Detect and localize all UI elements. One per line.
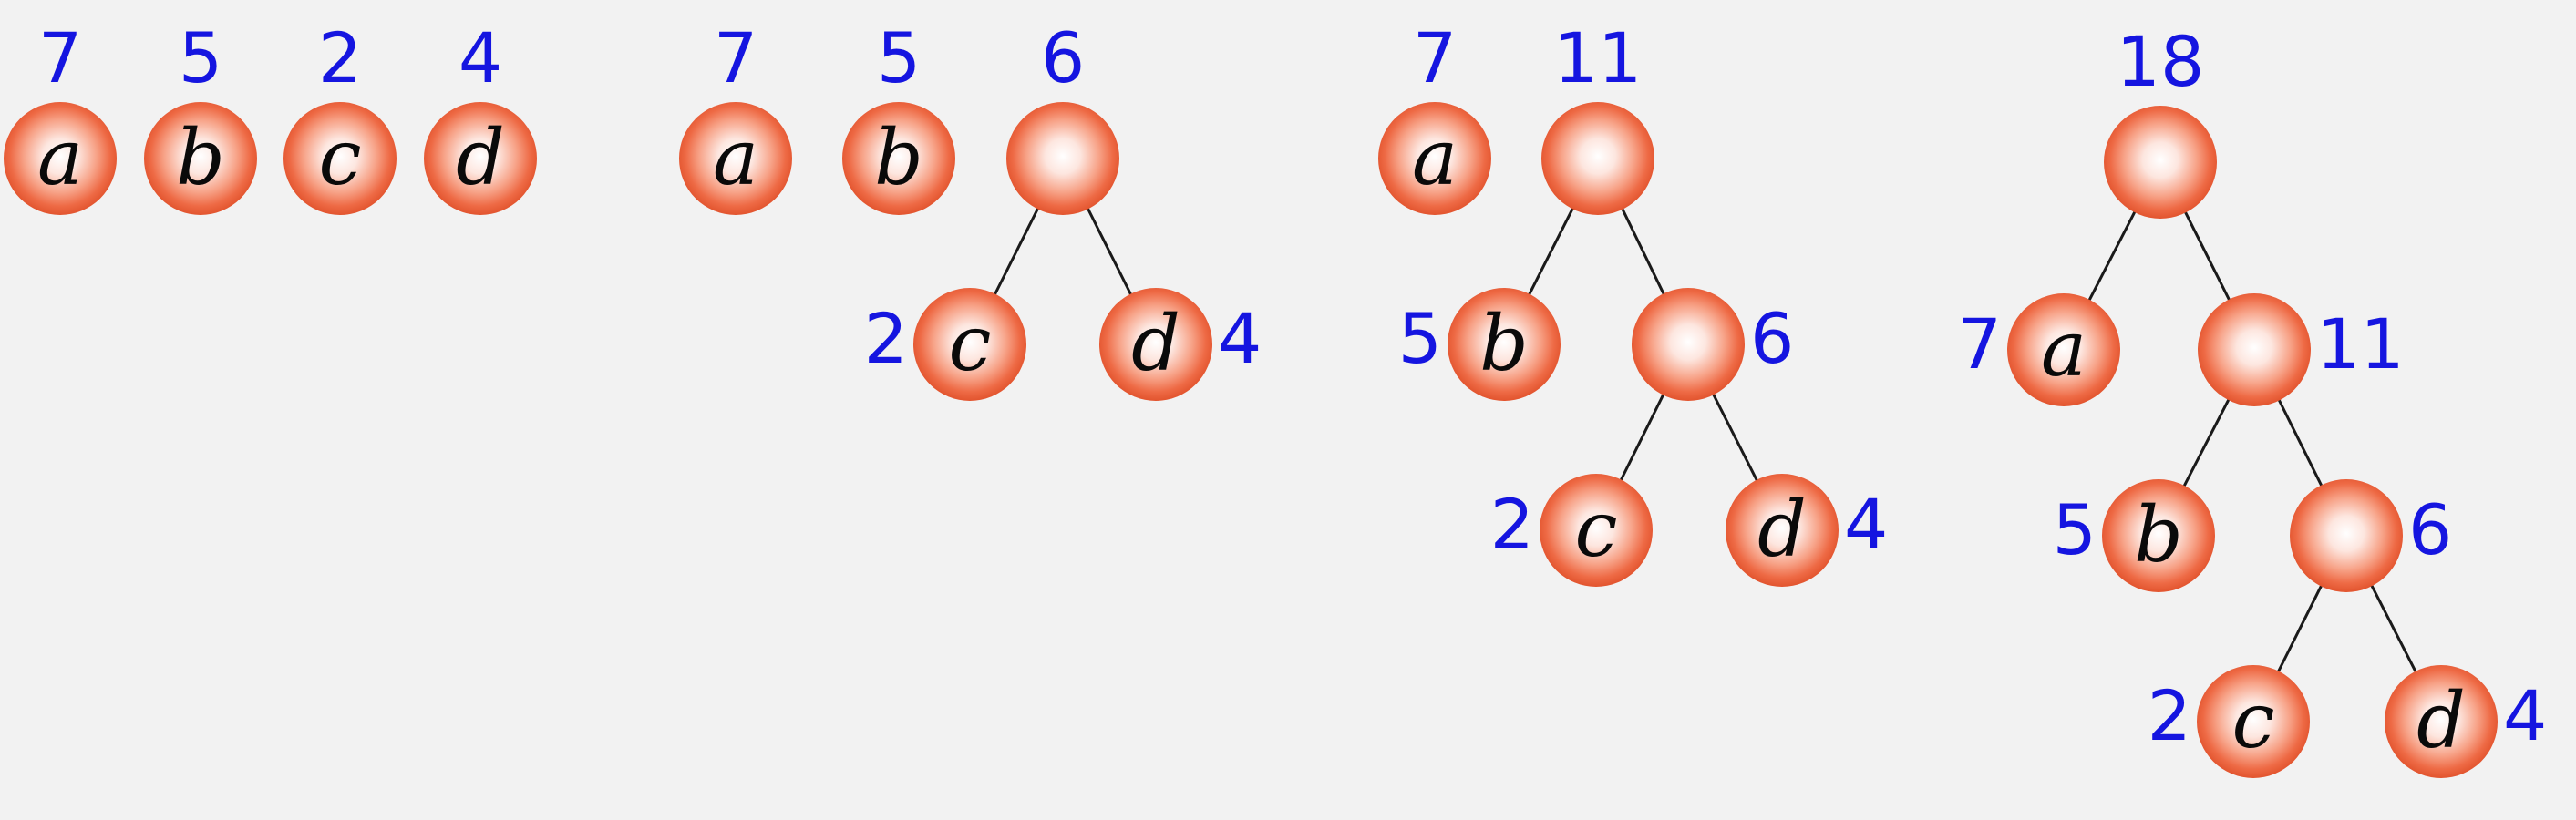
node-weight-label: 4 <box>1218 298 1262 379</box>
tree-node-stage1-c: c2 <box>283 17 397 215</box>
node-circle <box>842 102 955 215</box>
node-symbol: b <box>2134 490 2183 579</box>
node-circle <box>1541 102 1654 215</box>
node-circle <box>1378 102 1491 215</box>
node-weight-label: 6 <box>1750 298 1794 379</box>
node-symbol: a <box>2041 304 2087 394</box>
node-circle <box>283 102 397 215</box>
node-symbol: b <box>874 113 923 202</box>
tree-node-stage3-a: a7 <box>1378 17 1491 215</box>
node-weight-label: 5 <box>1398 298 1442 379</box>
node-symbol: d <box>1131 299 1180 388</box>
node-circle <box>2197 665 2310 778</box>
tree-node-stage4-root: 18 <box>2104 21 2217 219</box>
node-circle <box>1632 288 1745 401</box>
tree-node-stage1-d: d4 <box>424 17 537 215</box>
node-weight-label: 2 <box>318 17 362 98</box>
node-symbol: d <box>1757 485 1807 574</box>
tree-edge-stage2-cd-d <box>1085 205 1134 298</box>
node-circle <box>2198 293 2311 406</box>
node-weight-label: 4 <box>1844 484 1888 565</box>
tree-node-stage3-bcd: 11 <box>1541 17 1654 215</box>
tree-edge-stage4-bcd-b <box>2181 395 2231 490</box>
tree-node-stage2-c: c2 <box>864 288 1026 401</box>
node-circle <box>1540 474 1653 587</box>
node-weight-label: 6 <box>2408 489 2452 570</box>
tree-node-stage4-a: a7 <box>1958 293 2120 406</box>
node-weight-label: 7 <box>1413 17 1457 98</box>
node-circle <box>2104 106 2217 219</box>
tree-node-stage2-b: b5 <box>842 17 955 215</box>
node-symbol: d <box>456 113 505 202</box>
node-circle <box>1006 102 1119 215</box>
node-symbol: d <box>2416 676 2466 765</box>
node-symbol: c <box>2231 676 2274 765</box>
node-weight-label: 11 <box>2316 303 2405 384</box>
tree-edge-stage3-cd-d <box>1710 391 1760 484</box>
node-symbol: b <box>1479 299 1529 388</box>
node-circle <box>913 288 1026 401</box>
node-weight-label: 2 <box>864 298 908 379</box>
node-weight-label: 6 <box>1041 17 1085 98</box>
node-weight-label: 7 <box>714 17 757 98</box>
tree-node-stage3-cd: 6 <box>1632 288 1794 401</box>
tree-node-stage3-b: b5 <box>1398 288 1561 401</box>
node-symbol: a <box>37 113 83 202</box>
node-symbol: a <box>1412 113 1458 202</box>
node-circle <box>679 102 792 215</box>
node-circle <box>2290 479 2403 592</box>
node-weight-label: 2 <box>1490 484 1534 565</box>
node-weight-label: 7 <box>38 17 82 98</box>
node-circle <box>4 102 117 215</box>
tree-edge-stage4-root-a <box>2087 208 2138 304</box>
tree-node-stage4-b: b5 <box>2053 479 2215 592</box>
node-weight-label: 4 <box>459 17 502 98</box>
node-weight-label: 2 <box>2148 675 2191 756</box>
tree-edge-stage3-bcd-cd <box>1619 205 1667 298</box>
node-weight-label: 5 <box>179 17 222 98</box>
tree-edge-stage3-cd-c <box>1618 391 1666 484</box>
node-symbol: c <box>318 113 361 202</box>
node-weight-label: 11 <box>1554 17 1643 98</box>
tree-edge-stage4-cd-d <box>2369 581 2418 676</box>
node-circle <box>2385 665 2498 778</box>
node-circle <box>1448 288 1561 401</box>
node-weight-label: 18 <box>2117 21 2205 102</box>
tree-node-stage1-b: b5 <box>144 17 257 215</box>
node-symbol: c <box>948 299 991 388</box>
tree-node-stage2-cd: 6 <box>1006 17 1119 215</box>
node-weight-label: 4 <box>2503 675 2547 756</box>
tree-edge-stage2-cd-c <box>992 205 1041 298</box>
node-symbol: b <box>176 113 225 202</box>
tree-node-stage1-a: a7 <box>4 17 117 215</box>
node-circle <box>2102 479 2215 592</box>
tree-node-stage2-a: a7 <box>679 17 792 215</box>
node-circle <box>144 102 257 215</box>
tree-edge-stage3-bcd-b <box>1526 205 1576 298</box>
tree-edge-stage4-bcd-cd <box>2276 396 2324 489</box>
node-circle <box>1099 288 1212 401</box>
tree-edge-stage4-cd-c <box>2275 582 2324 675</box>
tree-node-stage4-c: c2 <box>2148 665 2310 778</box>
node-weight-label: 7 <box>1958 303 2002 384</box>
tree-node-stage4-cd: 6 <box>2290 479 2452 592</box>
node-symbol: c <box>1574 485 1617 574</box>
node-circle <box>2007 293 2120 406</box>
tree-edge-stage4-root-bcd <box>2182 209 2232 303</box>
node-symbol: a <box>713 113 758 202</box>
node-circle <box>1726 474 1839 587</box>
node-weight-label: 5 <box>2053 489 2097 570</box>
node-weight-label: 5 <box>877 17 921 98</box>
node-circle <box>424 102 537 215</box>
tree-node-stage3-c: c2 <box>1490 474 1653 587</box>
tree-node-stage4-bcd: 11 <box>2198 293 2405 406</box>
edges-layer <box>992 205 2418 676</box>
